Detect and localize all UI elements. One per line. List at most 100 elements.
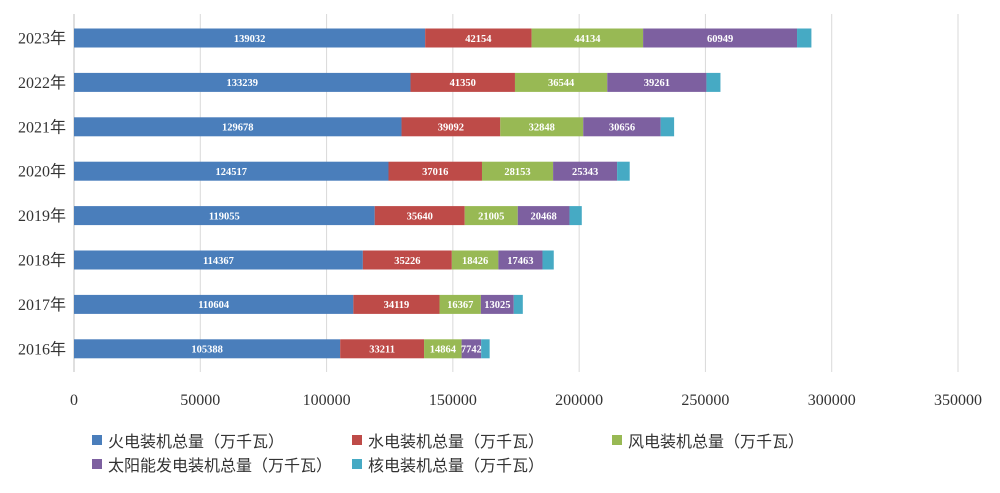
legend: 火电装机总量（万千瓦） 水电装机总量（万千瓦） 风电装机总量（万千瓦） 太阳能发…: [92, 428, 952, 476]
bar-segment: [607, 72, 707, 92]
bar-segment: [464, 206, 518, 226]
legend-swatch-solar: [92, 459, 102, 469]
data-label: 30656: [609, 123, 635, 134]
x-tick-label: 300000: [808, 392, 856, 409]
x-tick-label: 50000: [180, 392, 220, 409]
legend-item-wind: 风电装机总量（万千瓦）: [612, 428, 804, 452]
bar-segment: [74, 161, 389, 181]
data-label: 17463: [507, 256, 533, 267]
data-label: 124517: [215, 167, 247, 178]
legend-label-wind: 风电装机总量（万千瓦）: [628, 432, 805, 451]
data-label: 35640: [407, 211, 433, 222]
x-tick-label: 200000: [555, 392, 603, 409]
data-label: 20468: [530, 211, 556, 222]
bar-segment: [451, 250, 499, 270]
bar-segment: [74, 250, 363, 270]
bar-segment: [513, 294, 523, 314]
bar-segment: [374, 206, 465, 226]
y-category-label: 2017年: [18, 296, 66, 314]
bar-segment: [74, 206, 375, 226]
bar-segment: [498, 250, 543, 270]
data-label: 105388: [191, 345, 223, 356]
bar-segment: [340, 339, 425, 359]
x-tick-label: 150000: [429, 392, 477, 409]
data-label: 133239: [227, 78, 259, 89]
legend-swatch-hydro: [352, 435, 362, 445]
data-label: 41350: [450, 78, 476, 89]
bar-segment: [481, 339, 490, 359]
data-label: 42154: [465, 34, 492, 45]
legend-label-hydro: 水电装机总量（万千瓦）: [368, 432, 545, 451]
data-label: 28153: [504, 167, 530, 178]
bar-segment: [542, 250, 554, 270]
bar-segment: [531, 28, 644, 48]
y-category-label: 2021年: [18, 118, 66, 136]
bar-segment: [410, 72, 515, 92]
bar-segment: [74, 294, 354, 314]
legend-row: 太阳能发电装机总量（万千瓦） 核电装机总量（万千瓦）: [92, 452, 952, 476]
legend-item-nuclear: 核电装机总量（万千瓦）: [352, 452, 544, 476]
bar-segment: [353, 294, 440, 314]
bar-segment: [74, 72, 411, 92]
bar-segment: [481, 161, 554, 181]
y-category-label: 2020年: [18, 163, 66, 181]
bar-segment: [424, 339, 462, 359]
legend-row: 火电装机总量（万千瓦） 水电装机总量（万千瓦） 风电装机总量（万千瓦）: [92, 428, 952, 452]
y-category-label: 2019年: [18, 207, 66, 225]
bar-segment: [500, 117, 584, 137]
data-label: 21005: [478, 211, 504, 222]
data-label: 16367: [447, 300, 473, 311]
bar-segment: [797, 28, 812, 48]
bar-segment: [569, 206, 582, 226]
data-label: 35226: [394, 256, 420, 267]
legend-label-solar: 太阳能发电装机总量（万千瓦）: [108, 456, 333, 475]
x-tick-label: 250000: [681, 392, 729, 409]
y-category-label: 2018年: [18, 252, 66, 270]
data-label: 44134: [574, 34, 601, 45]
bar-segment: [583, 117, 661, 137]
bar-segment: [643, 28, 798, 48]
bar-segment: [480, 294, 514, 314]
bar-segment: [74, 117, 402, 137]
data-label: 32848: [529, 123, 555, 134]
data-label: 7742: [461, 345, 482, 356]
data-label: 25343: [572, 167, 598, 178]
data-label: 39261: [644, 78, 670, 89]
data-label: 14864: [430, 345, 457, 356]
data-label: 18426: [462, 256, 488, 267]
legend-label-nuclear: 核电装机总量（万千瓦）: [368, 456, 545, 475]
bar-segment: [514, 72, 608, 92]
legend-swatch-wind: [612, 435, 622, 445]
bar-segment: [660, 117, 675, 137]
bar-segment: [74, 28, 426, 48]
data-label: 60949: [707, 34, 733, 45]
data-label: 39092: [438, 123, 464, 134]
legend-item-solar: 太阳能发电装机总量（万千瓦）: [92, 452, 352, 476]
data-label: 110604: [198, 300, 230, 311]
data-label: 139032: [234, 34, 266, 45]
x-tick-label: 0: [70, 392, 78, 409]
data-label: 34119: [384, 300, 410, 311]
bar-segment: [517, 206, 570, 226]
bar-segment: [388, 161, 482, 181]
data-label: 37016: [422, 167, 448, 178]
bar-segment: [74, 339, 341, 359]
legend-swatch-thermal: [92, 435, 102, 445]
bar-segment: [617, 161, 630, 181]
bar-segment: [401, 117, 501, 137]
y-category-label: 2023年: [18, 30, 66, 48]
x-tick-label: 100000: [303, 392, 351, 409]
bar-segment: [425, 28, 532, 48]
bar-segment: [439, 294, 481, 314]
legend-item-thermal: 火电装机总量（万千瓦）: [92, 428, 352, 452]
bar-segment: [706, 72, 721, 92]
data-label: 13025: [484, 300, 510, 311]
legend-item-hydro: 水电装机总量（万千瓦）: [352, 428, 612, 452]
y-category-label: 2016年: [18, 340, 66, 358]
data-label: 36544: [548, 78, 575, 89]
bar-segment: [461, 339, 482, 359]
legend-label-thermal: 火电装机总量（万千瓦）: [108, 432, 285, 451]
data-label: 129678: [222, 123, 254, 134]
data-label: 119055: [209, 211, 240, 222]
bar-segment: [553, 161, 618, 181]
